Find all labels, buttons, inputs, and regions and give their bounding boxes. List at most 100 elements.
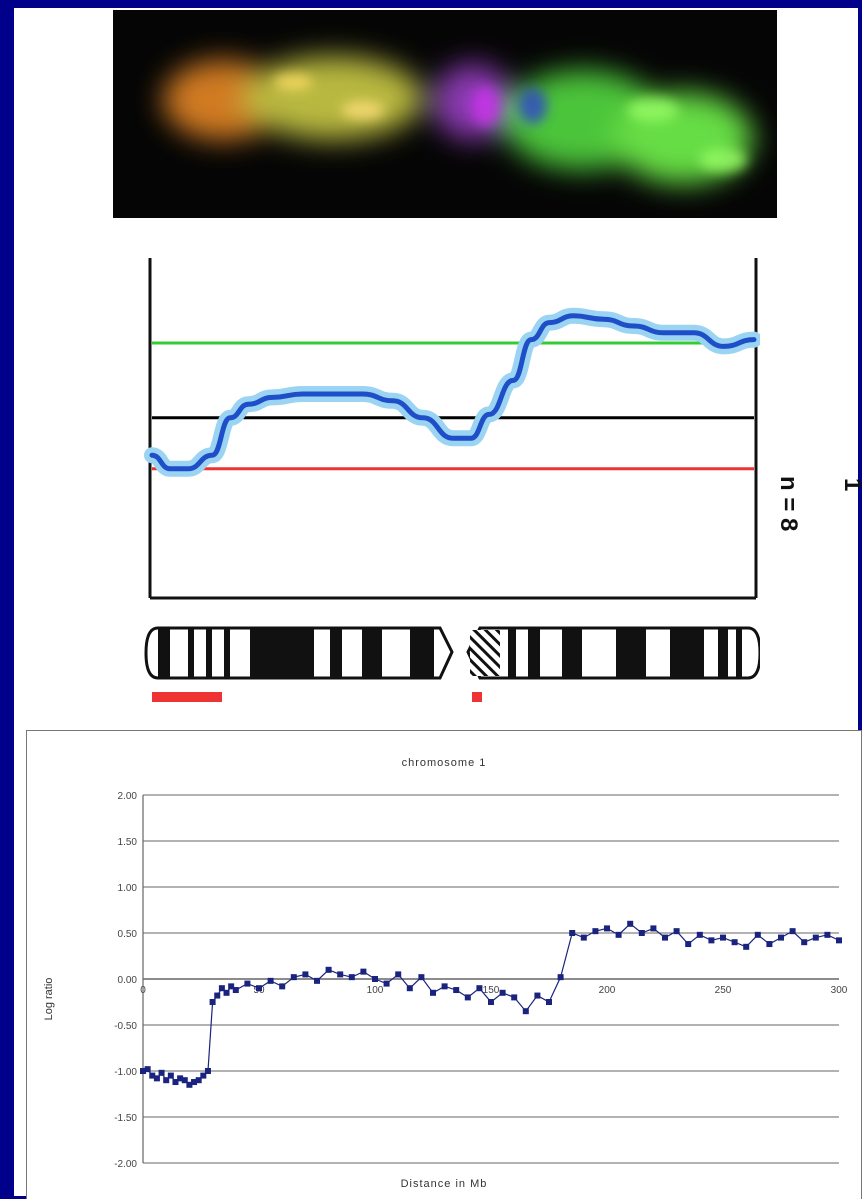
- data-point: [638, 930, 645, 936]
- chromosome-ideogram: [144, 626, 760, 702]
- y-tick-label: -2.00: [114, 1159, 137, 1170]
- data-point: [464, 994, 471, 1001]
- data-point: [200, 1072, 207, 1079]
- sample-count-text: n = 8: [775, 476, 802, 532]
- y-tick-label: 2.00: [118, 791, 138, 802]
- array-cgh-plot: 2.00 1.50 1.00 0.50 0.00 -0.50 -1.00 -1.50 -2.00…: [114, 791, 848, 1170]
- data-point: [172, 1079, 179, 1086]
- data-point: [191, 1079, 198, 1086]
- data-point: [395, 971, 402, 978]
- data-point: [267, 977, 274, 984]
- y-tick-label: 0.50: [118, 929, 138, 940]
- data-point: [824, 931, 831, 938]
- data-point: [223, 989, 230, 996]
- data-point: [153, 1075, 160, 1082]
- data-point: [195, 1077, 202, 1084]
- ideogram-bands: [158, 628, 742, 678]
- data-point: [499, 989, 506, 996]
- data-point: [228, 983, 235, 990]
- data-point: [720, 934, 726, 941]
- data-point: [743, 943, 750, 950]
- plot-gridlines: [142, 794, 839, 1164]
- x-tick-label: 300: [831, 985, 848, 996]
- data-point: [372, 976, 378, 982]
- data-point: [181, 1077, 188, 1084]
- data-point: [204, 1068, 211, 1074]
- data-point: [453, 987, 460, 994]
- x-tick-label: 200: [599, 985, 616, 996]
- loss-bar-centromere: [472, 692, 482, 702]
- data-point: [244, 980, 251, 987]
- cgh-ratio-profile: [144, 258, 760, 600]
- y-tick-label: 0.00: [118, 975, 138, 986]
- y-tick-label: -1.50: [114, 1113, 137, 1124]
- x-tick-label: 100: [367, 985, 384, 996]
- fish-chromosome-image: [113, 10, 777, 218]
- profile-ratio-band: [144, 307, 760, 477]
- data-point: [167, 1072, 174, 1079]
- x-tick-label: 250: [715, 985, 732, 996]
- data-point: [144, 1066, 151, 1073]
- data-point: [256, 985, 262, 992]
- fish-signal-yellow: [243, 56, 423, 140]
- data-point: [218, 985, 225, 992]
- y-axis-title: Log ratio: [43, 977, 55, 1021]
- data-point: [214, 992, 221, 999]
- data-point: [604, 925, 610, 932]
- data-point: [177, 1075, 184, 1082]
- data-point: [488, 999, 494, 1005]
- data-point: [766, 941, 773, 948]
- data-point: [627, 920, 634, 927]
- data-point: [314, 977, 320, 984]
- data-point: [383, 980, 390, 987]
- array-cgh-chart: chromosome 1 2.00 1.50 1.00 0.50 0.00 -0.50 -1…: [26, 730, 862, 1199]
- chromosome-number: 1: [838, 478, 862, 491]
- data-point: [708, 937, 715, 944]
- data-point: [580, 934, 587, 941]
- data-point: [430, 989, 436, 996]
- y-tick-label: -0.50: [114, 1021, 137, 1032]
- chart-title: chromosome 1: [401, 757, 487, 769]
- data-point: [476, 985, 483, 992]
- data-point: [406, 985, 413, 992]
- data-point: [696, 931, 703, 938]
- profile-ratio-line: [149, 313, 757, 472]
- chromosome-label: 1: [839, 478, 862, 518]
- data-point: [534, 992, 541, 999]
- data-point: [209, 999, 216, 1005]
- data-point: [778, 934, 784, 941]
- data-point: [789, 928, 796, 935]
- ideogram-heterochromatin: [470, 630, 500, 676]
- data-point: [522, 1008, 529, 1015]
- data-point: [801, 939, 808, 946]
- data-point: [569, 930, 576, 936]
- data-point: [232, 987, 239, 994]
- data-point: [186, 1081, 193, 1088]
- data-point: [337, 971, 344, 978]
- data-point: [325, 966, 332, 973]
- data-point: [290, 974, 297, 981]
- data-point: [673, 928, 680, 935]
- data-point: [557, 974, 564, 981]
- data-point: [279, 983, 286, 990]
- y-tick-label: 1.50: [118, 837, 138, 848]
- data-point: [731, 939, 738, 946]
- data-point: [836, 937, 842, 944]
- x-axis-title: Distance in Mb: [400, 1178, 488, 1190]
- slide-frame: 1 n = 8: [14, 8, 862, 1199]
- data-point: [592, 928, 599, 935]
- data-point: [302, 971, 309, 978]
- data-point: [615, 931, 622, 938]
- y-tick-label: -1.00: [114, 1067, 137, 1078]
- data-point: [546, 999, 552, 1005]
- x-tick-label: 150: [483, 985, 500, 996]
- data-point: [140, 1068, 146, 1074]
- data-point: [511, 994, 518, 1001]
- data-point: [149, 1072, 156, 1079]
- data-point: [418, 974, 425, 981]
- data-point: [685, 941, 692, 948]
- loss-bar-pter: [152, 692, 222, 702]
- data-point: [812, 934, 819, 941]
- data-point: [662, 934, 668, 941]
- data-point: [754, 931, 761, 938]
